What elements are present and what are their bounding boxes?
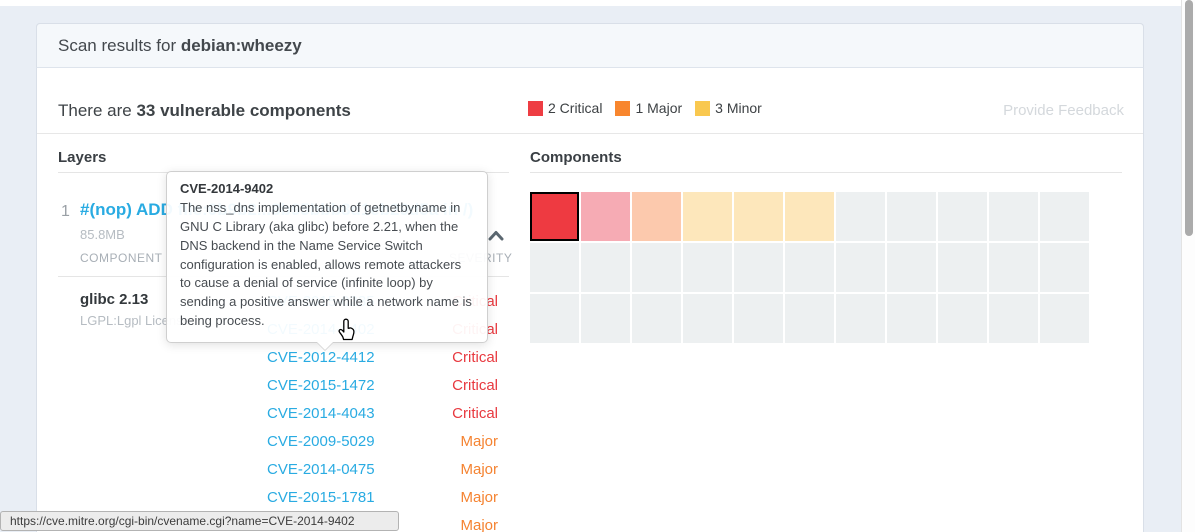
vulnerability-row: CVE-2014-0475 Major	[58, 456, 498, 484]
hand-cursor-icon	[337, 318, 358, 347]
heatmap-cell-none[interactable]	[989, 192, 1038, 241]
card-title-prefix: Scan results for	[58, 36, 181, 55]
component-column-header: COMPONENT	[80, 251, 163, 265]
top-strip	[0, 0, 1195, 6]
layer-size: 85.8MB	[80, 227, 125, 242]
cve-link[interactable]: CVE-2014-0475	[267, 461, 375, 478]
heatmap-cell-none[interactable]	[836, 192, 885, 241]
heatmap-cell-none[interactable]	[1040, 243, 1089, 292]
layer-index: 1	[61, 203, 70, 220]
scrollbar-thumb[interactable]	[1185, 0, 1193, 236]
tooltip-cve-title: CVE-2014-9402	[180, 181, 274, 196]
cve-link[interactable]: CVE-2014-4043	[267, 405, 375, 422]
vulnerability-row: CVE-2009-5029 Major	[58, 428, 498, 456]
severity-label: Critical	[452, 405, 498, 422]
legend-item: 2 Critical	[528, 100, 602, 116]
heatmap-cell-none[interactable]	[1040, 294, 1089, 343]
severity-label: Major	[460, 461, 498, 478]
heatmap-cell-minor[interactable]	[785, 192, 834, 241]
card-title: Scan results for debian:wheezy	[58, 36, 302, 56]
vulnerable-components-summary: There are 33 vulnerable components	[58, 101, 351, 121]
cve-link[interactable]: CVE-2009-5029	[267, 433, 375, 450]
components-heatmap	[530, 192, 1089, 343]
cve-link[interactable]: CVE-2015-1781	[267, 489, 375, 506]
heatmap-cell-critical-selected[interactable]	[530, 192, 579, 241]
vulnerability-row: CVE-2015-1781 Major	[58, 484, 498, 512]
heatmap-cell-none[interactable]	[887, 192, 936, 241]
heatmap-cell-none[interactable]	[989, 243, 1038, 292]
heatmap-cell-none[interactable]	[632, 243, 681, 292]
provide-feedback-link[interactable]: Provide Feedback	[1003, 102, 1124, 119]
heatmap-cell-none[interactable]	[581, 243, 630, 292]
heatmap-cell-minor[interactable]	[734, 192, 783, 241]
heatmap-cell-none[interactable]	[1040, 192, 1089, 241]
heatmap-cell-none[interactable]	[683, 243, 732, 292]
severity-label: Critical	[452, 377, 498, 394]
collapse-layer-button[interactable]	[488, 228, 504, 246]
heatmap-cell-none[interactable]	[938, 192, 987, 241]
tooltip-cve-description: The nss_dns implementation of getnetbyna…	[180, 200, 472, 329]
chevron-up-icon	[488, 231, 504, 241]
severity-legend: 2 Critical 1 Major 3 Minor	[528, 100, 762, 116]
legend-item: 1 Major	[615, 100, 682, 116]
legend-swatch-icon	[615, 100, 631, 116]
heatmap-cell-critical[interactable]	[581, 192, 630, 241]
tooltip-arrow	[317, 341, 333, 350]
heatmap-cell-none[interactable]	[938, 243, 987, 292]
heatmap-cell-none[interactable]	[632, 294, 681, 343]
vulnerability-row: CVE-2014-4043 Critical	[58, 400, 498, 428]
cve-link[interactable]: CVE-2015-1472	[267, 377, 375, 394]
divider	[530, 172, 1122, 173]
summary-prefix: There are	[58, 101, 137, 120]
legend-swatch-icon	[695, 100, 711, 116]
heatmap-cell-none[interactable]	[581, 294, 630, 343]
legend-item: 3 Minor	[695, 100, 762, 116]
legend-label: 2 Critical	[548, 100, 603, 116]
severity-label: Major	[460, 433, 498, 450]
layers-heading: Layers	[58, 149, 107, 166]
card-header	[36, 23, 1144, 68]
heatmap-cell-none[interactable]	[938, 294, 987, 343]
vulnerability-row: CVE-2012-4412 Critical	[58, 344, 498, 372]
heatmap-cell-none[interactable]	[887, 294, 936, 343]
severity-label: Major	[460, 517, 498, 532]
component-name: glibc 2.13	[80, 291, 149, 308]
heatmap-cell-none[interactable]	[785, 294, 834, 343]
legend-label: 1 Major	[635, 100, 683, 116]
vulnerability-row: Major	[58, 512, 498, 532]
scrollbar-track[interactable]	[1181, 0, 1195, 532]
heatmap-cell-none[interactable]	[785, 243, 834, 292]
image-name: debian:wheezy	[180, 36, 302, 55]
component-license: LGPL:Lgpl License	[80, 313, 190, 328]
cve-link[interactable]: CVE-2012-4412	[267, 349, 375, 366]
cve-tooltip: CVE-2014-9402 The nss_dns implementation…	[166, 171, 488, 351]
legend-label: 3 Minor	[715, 100, 762, 116]
legend-swatch-icon	[528, 100, 543, 116]
heatmap-cell-major[interactable]	[632, 192, 681, 241]
heatmap-cell-none[interactable]	[530, 243, 579, 292]
heatmap-cell-none[interactable]	[530, 294, 579, 343]
heatmap-cell-none[interactable]	[989, 294, 1038, 343]
heatmap-cell-none[interactable]	[836, 294, 885, 343]
browser-status-bar-url: https://cve.mitre.org/cgi-bin/cvename.cg…	[0, 511, 399, 531]
components-heading: Components	[530, 149, 622, 166]
severity-label: Critical	[452, 349, 498, 366]
divider	[37, 133, 1143, 134]
heatmap-cell-none[interactable]	[836, 243, 885, 292]
severity-label: Major	[460, 489, 498, 506]
vulnerability-row: CVE-2015-1472 Critical	[58, 372, 498, 400]
heatmap-cell-none[interactable]	[734, 243, 783, 292]
heatmap-cell-none[interactable]	[887, 243, 936, 292]
heatmap-cell-none[interactable]	[734, 294, 783, 343]
heatmap-cell-minor[interactable]	[683, 192, 732, 241]
summary-count: 33 vulnerable components	[136, 101, 351, 120]
heatmap-cell-none[interactable]	[683, 294, 732, 343]
